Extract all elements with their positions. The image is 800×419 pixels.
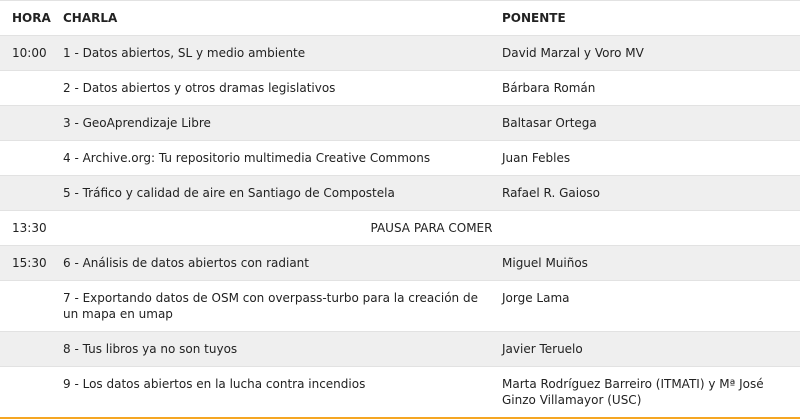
cell-charla: 2 - Datos abiertos y otros dramas legisl… [51,70,490,106]
cell-hora [0,105,51,141]
table-row: 9 - Los datos abiertos en la lucha contr… [0,366,800,418]
cell-charla: 1 - Datos abiertos, SL y medio ambiente [51,35,490,71]
cell-ponente: Miguel Muiños [490,245,800,281]
cell-ponente: Marta Rodríguez Barreiro (ITMATI) y Mª J… [490,366,800,418]
cell-charla: 9 - Los datos abiertos en la lucha contr… [51,366,490,418]
cell-hora [0,70,51,106]
cell-hora: 13:30 [0,210,51,246]
cell-charla: 5 - Tráfico y calidad de aire en Santiag… [51,175,490,211]
table-row: 8 - Tus libros ya no son tuyos Javier Ter… [0,331,800,367]
cell-charla: 3 - GeoAprendizaje Libre [51,105,490,141]
cell-hora [0,140,51,176]
cell-ponente: Jorge Lama [490,280,800,332]
cell-hora [0,175,51,211]
table-row: 10:00 1 - Datos abiertos, SL y medio ambi… [0,35,800,71]
cell-ponente: David Marzal y Voro MV [490,35,800,71]
header-charla: CHARLA [51,0,490,36]
cell-charla: 8 - Tus libros ya no son tuyos [51,331,490,367]
header-ponente: PONENTE [490,0,800,36]
cell-ponente: Juan Febles [490,140,800,176]
table-row: 5 - Tráfico y calidad de aire en Santiag… [0,175,800,211]
cell-hora: 15:30 [0,245,51,281]
cell-hora [0,331,51,367]
table-header: HORA CHARLA PONENTE [0,0,800,36]
cell-charla: 4 - Archive.org: Tu repositorio multimed… [51,140,490,176]
table-row: 2 - Datos abiertos y otros dramas legisl… [0,70,800,106]
header-hora: HORA [0,0,51,36]
cell-ponente: Rafael R. Gaioso [490,175,800,211]
table-row: 15:30 6 - Análisis de datos abiertos con … [0,245,800,281]
table-row: 4 - Archive.org: Tu repositorio multimed… [0,140,800,176]
cell-charla: 6 - Análisis de datos abiertos con radia… [51,245,490,281]
cell-ponente: Javier Teruelo [490,331,800,367]
pause-row: 13:30 PAUSA PARA COMER [0,210,800,246]
cell-hora [0,280,51,332]
table-row: 3 - GeoAprendizaje Libre Baltasar Ortega [0,105,800,141]
cell-hora: 10:00 [0,35,51,71]
pause-label: PAUSA PARA COMER [51,210,800,246]
cell-ponente: Baltasar Ortega [490,105,800,141]
table-row: 7 - Exportando datos de OSM con overpass… [0,280,800,332]
cell-ponente: Bárbara Román [490,70,800,106]
cell-charla: 7 - Exportando datos de OSM con overpass… [51,280,490,332]
cell-hora [0,366,51,418]
